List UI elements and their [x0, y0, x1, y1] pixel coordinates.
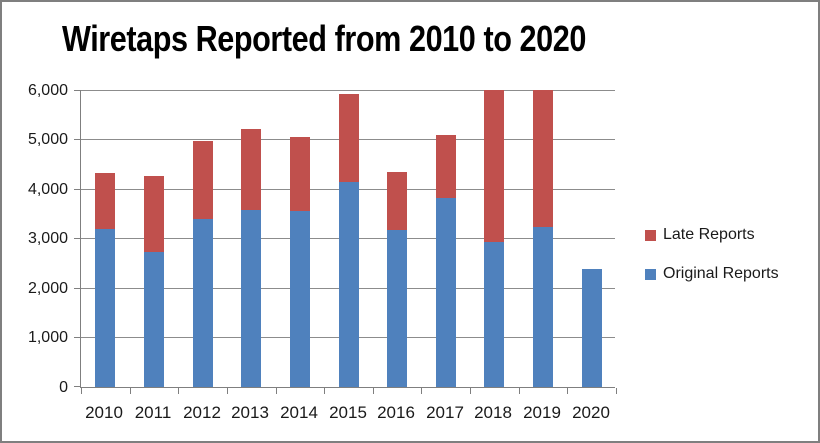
- late-reports-swatch-icon: [645, 229, 656, 241]
- x-axis-tick-label: 2018: [474, 403, 512, 422]
- x-axis-tick-label: 2016: [377, 403, 415, 422]
- x-axis-tick: [519, 388, 520, 394]
- legend-label-original-reports: Original Reports: [663, 265, 779, 282]
- gridline: [81, 90, 615, 91]
- bar-segment-original-2012: [193, 219, 213, 387]
- bar-segment-late-2019: [533, 90, 553, 227]
- x-axis-tick-label: 2019: [523, 403, 561, 422]
- x-axis-tick-label: 2017: [426, 403, 464, 422]
- x-axis-tick: [421, 388, 422, 394]
- bar-segment-original-2015: [339, 182, 359, 387]
- x-axis-tick: [130, 388, 131, 394]
- legend-item-late-reports: Late Reports: [645, 226, 779, 244]
- original-reports-swatch-icon: [645, 268, 656, 280]
- x-axis-tick-label: 2015: [329, 403, 367, 422]
- x-axis-tick-label: 2014: [280, 403, 318, 422]
- x-axis-tick-label: 2011: [134, 403, 172, 422]
- bar-segment-late-2016: [387, 172, 407, 230]
- y-axis-tick-label: 3,000: [27, 230, 68, 247]
- chart-title: Wiretaps Reported from 2010 to 2020: [62, 18, 586, 59]
- x-axis-tick: [276, 388, 277, 394]
- x-axis-tick: [81, 388, 82, 394]
- bar-segment-original-2014: [290, 211, 310, 387]
- legend: Late Reports Original Reports: [645, 226, 779, 283]
- x-axis-tick-label: 2010: [85, 403, 123, 422]
- y-axis-tick-label: 4,000: [27, 181, 68, 198]
- x-axis-tick-label: 2020: [572, 403, 610, 422]
- y-axis-tick: [74, 386, 81, 387]
- bar-segment-late-2012: [193, 141, 213, 219]
- bar-segment-late-2011: [144, 176, 164, 252]
- bar-segment-late-2013: [241, 129, 261, 210]
- y-axis-tick-label: 1,000: [27, 329, 68, 346]
- y-axis-tick-label: 0: [59, 379, 68, 396]
- x-axis-tick-label: 2012: [183, 403, 221, 422]
- y-axis-tick: [74, 139, 81, 140]
- bar-segment-original-2011: [144, 252, 164, 387]
- y-axis-tick: [74, 90, 81, 91]
- y-axis-tick-label: 5,000: [27, 131, 68, 148]
- bar-segment-original-2019: [533, 227, 553, 387]
- bar-segment-original-2013: [241, 210, 261, 387]
- bar-segment-original-2016: [387, 230, 407, 387]
- x-axis-tick: [470, 388, 471, 394]
- y-axis-tick-label: 2,000: [27, 280, 68, 297]
- x-axis-tick: [373, 388, 374, 394]
- x-axis-tick: [227, 388, 228, 394]
- bar-segment-late-2015: [339, 94, 359, 182]
- y-axis-tick: [74, 238, 81, 239]
- plot-area: [74, 90, 617, 394]
- x-axis-tick: [567, 388, 568, 394]
- bar-segment-late-2018: [484, 90, 504, 242]
- bar-segment-original-2017: [436, 198, 456, 387]
- legend-label-late-reports: Late Reports: [663, 226, 755, 243]
- y-axis-tick: [74, 189, 81, 190]
- legend-item-original-reports: Original Reports: [645, 265, 779, 283]
- x-axis-tick: [324, 388, 325, 394]
- bar-segment-late-2017: [436, 135, 456, 198]
- x-axis-tick: [616, 388, 617, 394]
- y-axis-tick: [74, 337, 81, 338]
- x-axis-tick: [178, 388, 179, 394]
- y-axis-tick: [74, 288, 81, 289]
- bar-segment-original-2018: [484, 242, 504, 387]
- y-axis-tick-label: 6,000: [27, 82, 68, 99]
- bar-segment-original-2010: [95, 229, 115, 387]
- bar-segment-late-2014: [290, 137, 310, 211]
- bar-segment-original-2020: [582, 269, 602, 387]
- x-axis-tick-label: 2013: [231, 403, 269, 422]
- bar-segment-late-2010: [95, 173, 115, 229]
